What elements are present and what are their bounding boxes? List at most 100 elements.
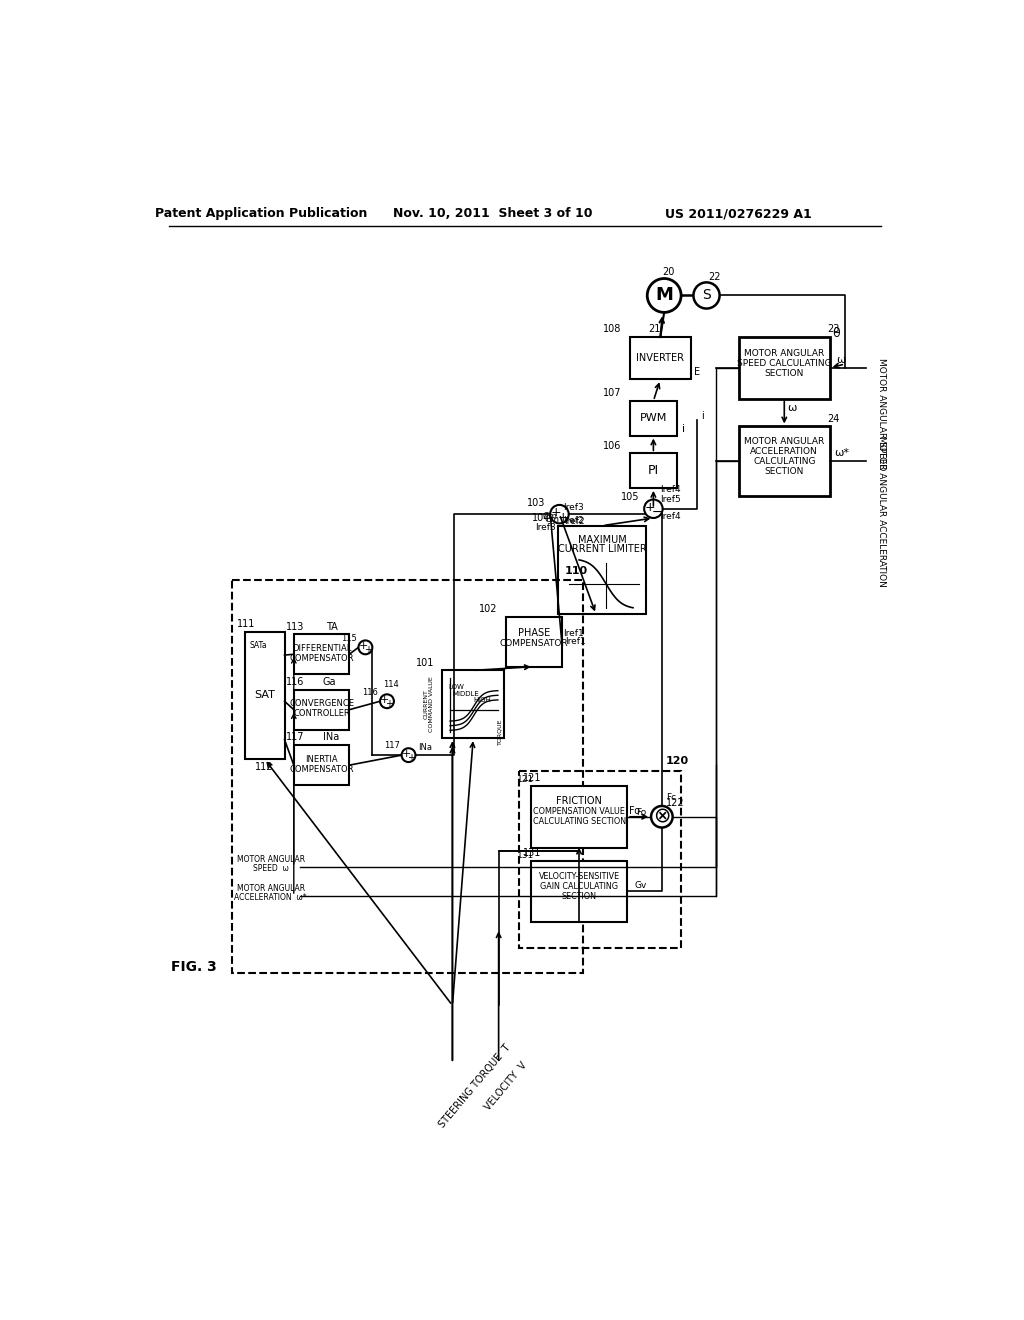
Text: 23: 23 [827, 325, 840, 334]
Text: 106: 106 [603, 441, 622, 450]
Text: 120: 120 [666, 756, 689, 767]
Text: FIG. 3: FIG. 3 [171, 960, 216, 974]
Circle shape [550, 506, 568, 524]
Text: SECTION: SECTION [765, 467, 804, 477]
Text: Iref5: Iref5 [659, 495, 681, 504]
Text: 108: 108 [603, 325, 622, 334]
Text: 103: 103 [527, 498, 546, 508]
Text: Iref3: Iref3 [536, 524, 556, 532]
Text: HIGH: HIGH [473, 697, 492, 702]
Circle shape [401, 748, 416, 762]
Text: 110: 110 [565, 566, 588, 576]
Text: MOTOR ANGULAR: MOTOR ANGULAR [744, 437, 824, 446]
Text: E: E [694, 367, 700, 376]
Text: 113: 113 [286, 622, 304, 631]
Text: FRICTION: FRICTION [556, 796, 602, 807]
Text: ω: ω [787, 403, 797, 413]
Text: PHASE: PHASE [517, 628, 550, 639]
Text: SPEED CALCULATING: SPEED CALCULATING [737, 359, 831, 368]
Text: MOTOR ANGULAR: MOTOR ANGULAR [237, 884, 305, 892]
Circle shape [358, 640, 373, 655]
Text: CONTROLLER: CONTROLLER [293, 709, 350, 718]
Text: VELOCITY-SENSITIVE: VELOCITY-SENSITIVE [539, 871, 620, 880]
Text: MOTOR ANGULAR: MOTOR ANGULAR [744, 350, 824, 359]
Text: CONVERGENCE: CONVERGENCE [289, 700, 354, 708]
Circle shape [651, 807, 673, 828]
Text: 114: 114 [383, 680, 398, 689]
Text: 102: 102 [479, 603, 498, 614]
Bar [245, 632, 285, 759]
Text: 101: 101 [417, 657, 434, 668]
Text: +: + [550, 506, 561, 519]
Text: COMPENSATOR: COMPENSATOR [289, 653, 353, 663]
Text: ACCELERATION  ω*: ACCELERATION ω* [234, 894, 307, 902]
Text: INVERTER: INVERTER [636, 354, 684, 363]
Circle shape [693, 282, 720, 309]
Bar [531, 861, 628, 923]
Text: S: S [702, 289, 711, 302]
Bar [232, 581, 583, 973]
Text: θ: θ [833, 326, 840, 339]
Text: TORQUE: TORQUE [498, 719, 503, 746]
Text: CALCULATING: CALCULATING [753, 457, 815, 466]
Text: 21: 21 [648, 325, 660, 334]
Text: +: + [558, 511, 568, 524]
Text: INa: INa [323, 733, 339, 742]
Text: Ga: Ga [323, 677, 336, 686]
Text: STEERING TORQUE  T: STEERING TORQUE T [437, 1043, 512, 1130]
Text: MOTOR ANGULAR ACCELERATION: MOTOR ANGULAR ACCELERATION [877, 436, 886, 586]
Circle shape [380, 694, 394, 708]
Bar [294, 744, 349, 785]
Text: Iref2: Iref2 [563, 516, 584, 525]
Text: Gv: Gv [635, 880, 647, 890]
Bar [519, 771, 681, 948]
Text: Iref2: Iref2 [564, 517, 585, 527]
Text: 117: 117 [384, 742, 399, 750]
Text: 105: 105 [621, 492, 640, 502]
Circle shape [644, 499, 663, 517]
Circle shape [647, 279, 681, 313]
Text: Fo: Fo [630, 805, 640, 816]
Text: MOTOR ANGULAR SPEED: MOTOR ANGULAR SPEED [877, 358, 886, 470]
Text: MIDDLE: MIDDLE [453, 690, 479, 697]
Bar [630, 453, 677, 488]
Text: +: + [358, 640, 368, 651]
Text: LOW: LOW [449, 684, 464, 690]
Text: Iref4: Iref4 [660, 484, 681, 494]
Text: i: i [682, 425, 685, 434]
Text: Fc: Fc [666, 793, 676, 803]
Text: ω*: ω* [834, 449, 849, 458]
Text: MAXIMUM: MAXIMUM [578, 535, 627, 545]
Text: VELOCITY  V: VELOCITY V [483, 1060, 529, 1113]
Bar [294, 635, 349, 675]
Text: 121: 121 [523, 774, 542, 783]
Bar [506, 616, 562, 667]
Text: CURRENT
COMMAND VALUE: CURRENT COMMAND VALUE [423, 676, 434, 733]
Text: COMPENSATOR: COMPENSATOR [289, 764, 353, 774]
Text: +: + [364, 645, 372, 656]
Text: CALCULATING SECTION: CALCULATING SECTION [532, 817, 626, 826]
Text: 24: 24 [827, 413, 840, 424]
Text: ACCELERATION: ACCELERATION [751, 447, 818, 457]
Text: 107: 107 [603, 388, 622, 399]
Text: +: + [385, 700, 393, 709]
Text: INa: INa [419, 743, 432, 752]
Text: 115: 115 [341, 634, 356, 643]
Text: Iref4: Iref4 [660, 512, 681, 521]
Text: 121: 121 [517, 775, 535, 784]
Text: SATa: SATa [250, 642, 267, 651]
Text: 20: 20 [662, 268, 674, 277]
Text: 111: 111 [237, 619, 255, 630]
Text: ⊗: ⊗ [653, 807, 671, 826]
Text: PI: PI [648, 465, 659, 477]
Text: 104: 104 [531, 513, 550, 523]
Text: PWM: PWM [640, 413, 667, 424]
Bar [739, 426, 829, 496]
Text: SECTION: SECTION [561, 891, 597, 900]
Bar [739, 337, 829, 399]
Bar [531, 785, 628, 847]
Text: Cm: Cm [544, 515, 559, 524]
Text: DIFFERENTIAL: DIFFERENTIAL [292, 644, 351, 652]
Text: COMPENSATION VALUE: COMPENSATION VALUE [534, 807, 625, 816]
Text: ω: ω [837, 355, 846, 366]
